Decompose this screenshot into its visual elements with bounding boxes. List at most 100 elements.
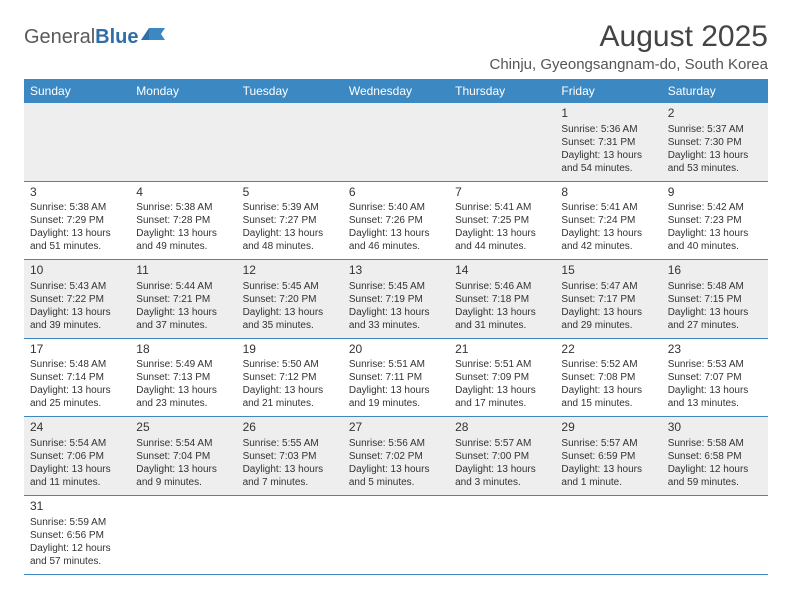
day-number: 23 [668,342,762,358]
sunset-line: Sunset: 7:07 PM [668,371,762,384]
calendar-body: 1Sunrise: 5:36 AMSunset: 7:31 PMDaylight… [24,103,768,574]
sunrise-line: Sunrise: 5:44 AM [136,280,230,293]
daylight-line: Daylight: 13 hours and 39 minutes. [30,306,124,332]
calendar-cell: 2Sunrise: 5:37 AMSunset: 7:30 PMDaylight… [662,103,768,181]
calendar-cell-empty [555,495,661,574]
sunset-line: Sunset: 7:24 PM [561,214,655,227]
daylight-line: Daylight: 13 hours and 17 minutes. [455,384,549,410]
sunrise-line: Sunrise: 5:56 AM [349,437,443,450]
sunrise-line: Sunrise: 5:42 AM [668,201,762,214]
day-number: 11 [136,263,230,279]
calendar-cell-empty [130,495,236,574]
calendar-cell: 11Sunrise: 5:44 AMSunset: 7:21 PMDayligh… [130,260,236,339]
daylight-line: Daylight: 13 hours and 35 minutes. [243,306,337,332]
day-number: 12 [243,263,337,279]
sunset-line: Sunset: 7:28 PM [136,214,230,227]
day-header: Thursday [449,79,555,103]
day-number: 5 [243,185,337,201]
sunset-line: Sunset: 7:22 PM [30,293,124,306]
sunrise-line: Sunrise: 5:46 AM [455,280,549,293]
daylight-line: Daylight: 13 hours and 42 minutes. [561,227,655,253]
month-title: August 2025 [489,20,768,54]
sunrise-line: Sunrise: 5:45 AM [243,280,337,293]
calendar-cell: 12Sunrise: 5:45 AMSunset: 7:20 PMDayligh… [237,260,343,339]
sunrise-line: Sunrise: 5:51 AM [455,358,549,371]
sunrise-line: Sunrise: 5:57 AM [561,437,655,450]
calendar-cell: 1Sunrise: 5:36 AMSunset: 7:31 PMDaylight… [555,103,661,181]
sunrise-line: Sunrise: 5:41 AM [561,201,655,214]
day-number: 4 [136,185,230,201]
calendar-cell-empty [343,103,449,181]
sunrise-line: Sunrise: 5:38 AM [136,201,230,214]
sunrise-line: Sunrise: 5:47 AM [561,280,655,293]
daylight-line: Daylight: 13 hours and 27 minutes. [668,306,762,332]
location: Chinju, Gyeongsangnam-do, South Korea [489,56,768,73]
logo: GeneralBlue [24,26,167,49]
calendar-cell: 16Sunrise: 5:48 AMSunset: 7:15 PMDayligh… [662,260,768,339]
calendar-cell-empty [449,495,555,574]
day-number: 30 [668,420,762,436]
sunrise-line: Sunrise: 5:55 AM [243,437,337,450]
daylight-line: Daylight: 12 hours and 57 minutes. [30,542,124,568]
calendar-row: 10Sunrise: 5:43 AMSunset: 7:22 PMDayligh… [24,260,768,339]
calendar-row: 17Sunrise: 5:48 AMSunset: 7:14 PMDayligh… [24,338,768,417]
day-number: 26 [243,420,337,436]
logo-text-blue: Blue [95,26,138,49]
daylight-line: Daylight: 13 hours and 31 minutes. [455,306,549,332]
calendar-cell: 29Sunrise: 5:57 AMSunset: 6:59 PMDayligh… [555,417,661,496]
daylight-line: Daylight: 13 hours and 1 minute. [561,463,655,489]
daylight-line: Daylight: 13 hours and 11 minutes. [30,463,124,489]
sunset-line: Sunset: 7:00 PM [455,450,549,463]
calendar-cell: 15Sunrise: 5:47 AMSunset: 7:17 PMDayligh… [555,260,661,339]
sunrise-line: Sunrise: 5:53 AM [668,358,762,371]
sunset-line: Sunset: 6:58 PM [668,450,762,463]
sunrise-line: Sunrise: 5:39 AM [243,201,337,214]
daylight-line: Daylight: 13 hours and 9 minutes. [136,463,230,489]
sunset-line: Sunset: 7:06 PM [30,450,124,463]
sunrise-line: Sunrise: 5:54 AM [30,437,124,450]
day-number: 9 [668,185,762,201]
day-header-row: Sunday Monday Tuesday Wednesday Thursday… [24,79,768,103]
sunrise-line: Sunrise: 5:58 AM [668,437,762,450]
calendar-cell: 10Sunrise: 5:43 AMSunset: 7:22 PMDayligh… [24,260,130,339]
sunset-line: Sunset: 7:19 PM [349,293,443,306]
sunset-line: Sunset: 7:14 PM [30,371,124,384]
sunset-line: Sunset: 7:03 PM [243,450,337,463]
sunset-line: Sunset: 7:23 PM [668,214,762,227]
calendar-row: 24Sunrise: 5:54 AMSunset: 7:06 PMDayligh… [24,417,768,496]
day-header: Saturday [662,79,768,103]
day-number: 24 [30,420,124,436]
calendar-cell: 7Sunrise: 5:41 AMSunset: 7:25 PMDaylight… [449,181,555,260]
title-block: August 2025 Chinju, Gyeongsangnam-do, So… [489,20,768,73]
calendar-cell-empty [130,103,236,181]
calendar-cell-empty [237,495,343,574]
flag-icon [141,26,167,49]
calendar-page: GeneralBlue August 2025 Chinju, Gyeongsa… [0,0,792,595]
sunrise-line: Sunrise: 5:36 AM [561,123,655,136]
daylight-line: Daylight: 13 hours and 48 minutes. [243,227,337,253]
daylight-line: Daylight: 13 hours and 40 minutes. [668,227,762,253]
day-header: Monday [130,79,236,103]
calendar-cell: 26Sunrise: 5:55 AMSunset: 7:03 PMDayligh… [237,417,343,496]
calendar-cell: 9Sunrise: 5:42 AMSunset: 7:23 PMDaylight… [662,181,768,260]
sunset-line: Sunset: 7:20 PM [243,293,337,306]
daylight-line: Daylight: 13 hours and 33 minutes. [349,306,443,332]
calendar-cell: 8Sunrise: 5:41 AMSunset: 7:24 PMDaylight… [555,181,661,260]
day-number: 6 [349,185,443,201]
daylight-line: Daylight: 13 hours and 54 minutes. [561,149,655,175]
calendar-row: 1Sunrise: 5:36 AMSunset: 7:31 PMDaylight… [24,103,768,181]
daylight-line: Daylight: 13 hours and 44 minutes. [455,227,549,253]
daylight-line: Daylight: 13 hours and 49 minutes. [136,227,230,253]
header: GeneralBlue August 2025 Chinju, Gyeongsa… [24,20,768,73]
sunset-line: Sunset: 7:25 PM [455,214,549,227]
day-number: 10 [30,263,124,279]
calendar-cell-empty [343,495,449,574]
daylight-line: Daylight: 13 hours and 21 minutes. [243,384,337,410]
calendar-cell: 20Sunrise: 5:51 AMSunset: 7:11 PMDayligh… [343,338,449,417]
daylight-line: Daylight: 13 hours and 51 minutes. [30,227,124,253]
day-number: 8 [561,185,655,201]
daylight-line: Daylight: 13 hours and 5 minutes. [349,463,443,489]
day-number: 29 [561,420,655,436]
sunset-line: Sunset: 6:59 PM [561,450,655,463]
day-number: 3 [30,185,124,201]
